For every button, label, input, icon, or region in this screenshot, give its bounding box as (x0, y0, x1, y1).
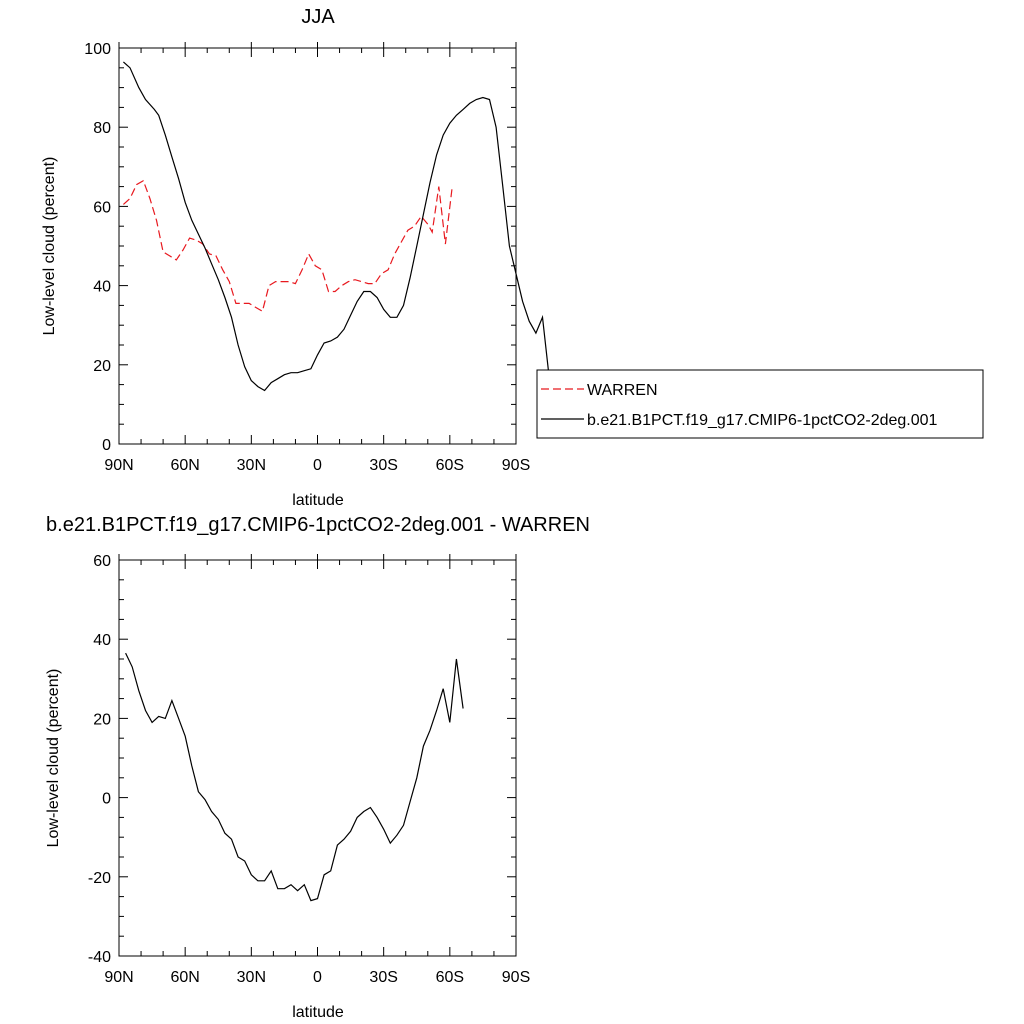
top-x-ticks: 90N 60N 30N 0 30S 60S 90S (104, 42, 530, 474)
top-series (123, 61, 550, 392)
x-tick-label: 60S (436, 969, 464, 986)
y-tick-label: -40 (88, 949, 111, 966)
top-y-axis-label: Low-level cloud (percent) (41, 157, 58, 336)
y-tick-label: 60 (93, 553, 111, 570)
legend-label-warren: WARREN (587, 382, 658, 399)
y-tick-label: 40 (93, 632, 111, 649)
x-tick-label: 60N (170, 969, 199, 986)
bottom-y-ticks: -40 -20 0 20 40 60 (88, 553, 516, 966)
y-tick-label: 80 (93, 120, 111, 137)
x-tick-label: 30N (237, 457, 266, 474)
series-line-0 (123, 179, 453, 313)
y-tick-label: 20 (93, 711, 111, 728)
series-line-0 (125, 652, 464, 902)
y-tick-label: 100 (84, 41, 111, 58)
legend: WARREN b.e21.B1PCT.f19_g17.CMIP6-1pctCO2… (536, 369, 984, 439)
x-tick-label: 30S (369, 457, 397, 474)
series-line-1 (123, 61, 550, 392)
x-tick-label: 60N (170, 457, 199, 474)
x-tick-label: 90N (104, 457, 133, 474)
x-tick-label: 90N (104, 969, 133, 986)
bottom-panel-title: b.e21.B1PCT.f19_g17.CMIP6-1pctCO2-2deg.0… (46, 514, 590, 536)
top-panel-title: JJA (301, 6, 335, 28)
y-tick-label: -20 (88, 870, 111, 887)
x-tick-label: 90S (502, 969, 530, 986)
bottom-x-axis-label: latitude (292, 1004, 344, 1021)
top-x-axis-label: latitude (292, 492, 344, 509)
bottom-y-axis-label: Low-level cloud (percent) (45, 669, 62, 848)
y-tick-label: 60 (93, 199, 111, 216)
x-tick-label: 0 (313, 457, 322, 474)
y-tick-label: 0 (102, 791, 111, 808)
x-tick-label: 0 (313, 969, 322, 986)
y-tick-label: 0 (102, 437, 111, 454)
x-tick-label: 90S (502, 457, 530, 474)
bottom-panel: b.e21.B1PCT.f19_g17.CMIP6-1pctCO2-2deg.0… (45, 514, 590, 1021)
x-tick-label: 60S (436, 457, 464, 474)
bottom-series (125, 652, 464, 902)
top-y-ticks: 0 20 40 60 80 100 (84, 41, 516, 454)
x-tick-label: 30S (369, 969, 397, 986)
y-tick-label: 20 (93, 358, 111, 375)
top-plot-frame (118, 47, 517, 445)
legend-label-model: b.e21.B1PCT.f19_g17.CMIP6-1pctCO2-2deg.0… (587, 412, 938, 429)
bottom-x-ticks: 90N 60N 30N 0 30S 60S 90S (104, 554, 530, 986)
x-tick-label: 30N (237, 969, 266, 986)
y-tick-label: 40 (93, 279, 111, 296)
top-panel: JJA 0 20 40 60 80 100 90N 60N 30N 0 30S 60S 90S lat… (41, 6, 550, 509)
legend-box (536, 369, 984, 439)
